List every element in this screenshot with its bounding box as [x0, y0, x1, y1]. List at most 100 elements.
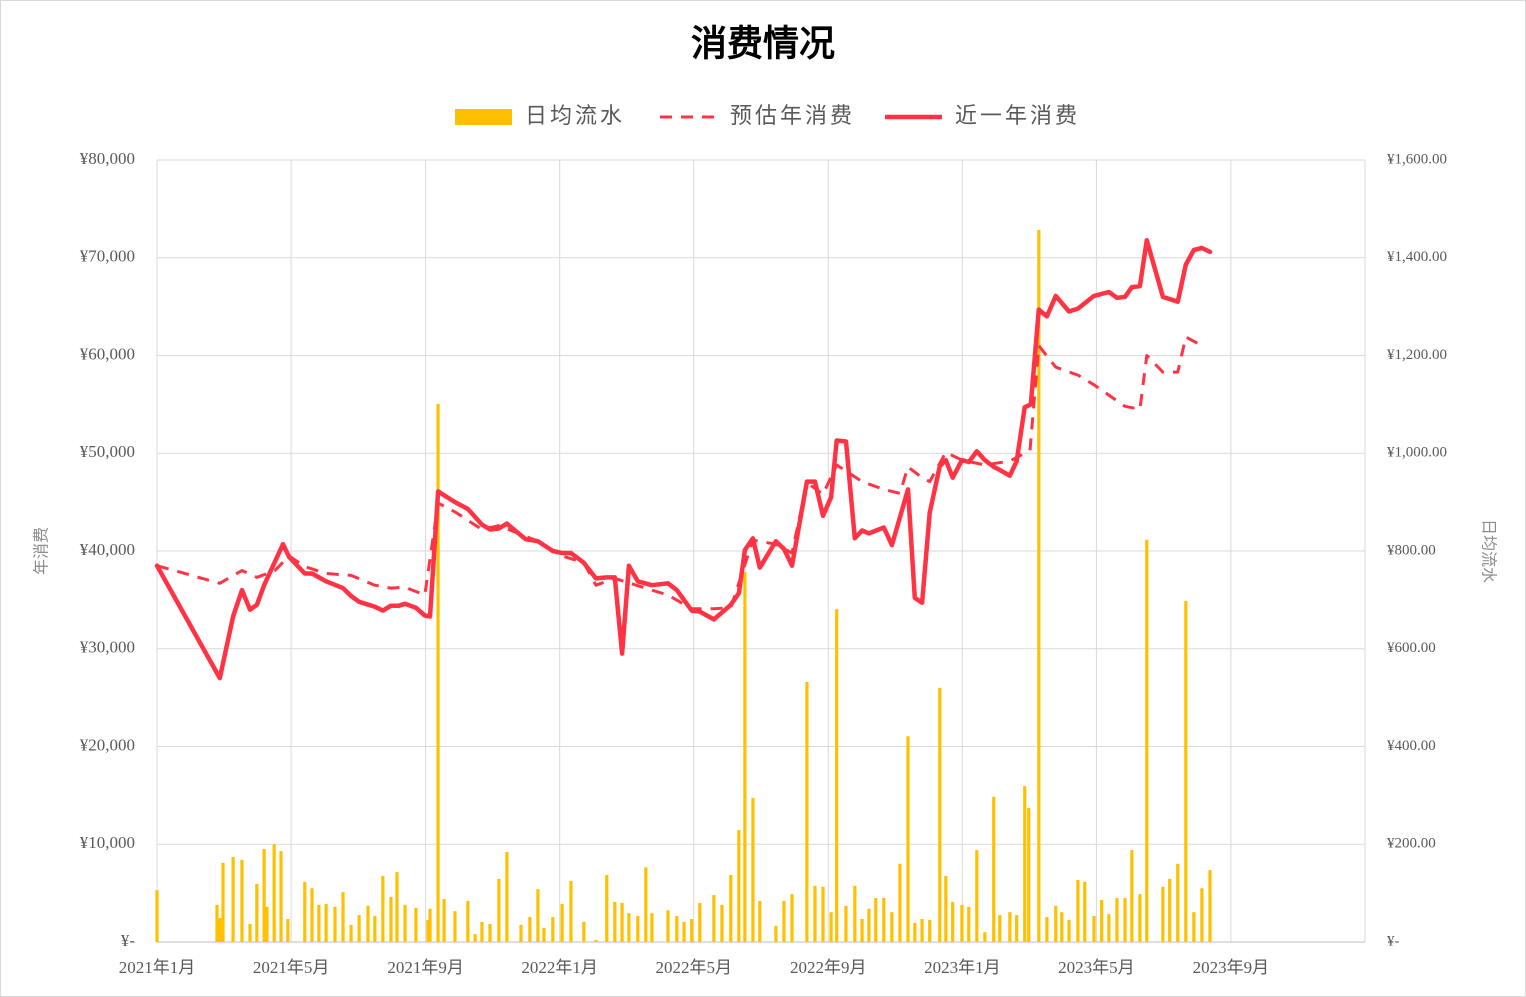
bar: [960, 904, 964, 942]
bar: [890, 912, 894, 942]
bar: [1054, 905, 1058, 942]
bar: [729, 875, 733, 942]
bar: [737, 830, 741, 942]
bar: [967, 906, 971, 942]
bar: [774, 925, 778, 942]
bar: [998, 915, 1002, 942]
bar: [1067, 920, 1071, 942]
bar: [821, 886, 825, 942]
bar: [613, 901, 617, 942]
x-tick-label: 2022年1月: [521, 958, 598, 977]
y2-tick-label: ¥1,400.00: [1387, 249, 1447, 265]
bar: [1130, 850, 1134, 942]
bar: [569, 880, 573, 942]
bar: [720, 904, 724, 942]
x-tick-label: 2022年5月: [656, 958, 733, 977]
bar: [155, 890, 159, 942]
bar: [1176, 863, 1180, 942]
y2-tick-label: ¥1,200.00: [1387, 347, 1447, 363]
bar: [1138, 894, 1142, 942]
bar: [357, 915, 361, 942]
bar: [395, 872, 399, 942]
y-tick-label: ¥50,000: [80, 442, 135, 461]
y2-tick-label: ¥800.00: [1387, 542, 1436, 558]
bar: [853, 885, 857, 942]
y-tick-label: ¥-: [121, 931, 136, 950]
y-tick-label: ¥60,000: [80, 344, 135, 363]
bar: [240, 859, 244, 942]
legend-swatch: [455, 109, 512, 125]
bar: [860, 919, 864, 942]
x-tick-label: 2023年1月: [924, 958, 1001, 977]
bar: [551, 917, 555, 942]
bar: [1123, 898, 1127, 942]
bar: [428, 908, 432, 942]
bar: [666, 910, 670, 942]
x-tick-label: 2023年5月: [1058, 958, 1135, 977]
bar: [1192, 912, 1196, 942]
bar: [636, 916, 640, 942]
bar: [805, 681, 809, 942]
bar: [975, 850, 979, 942]
bar: [519, 924, 523, 942]
bar: [644, 867, 648, 942]
bar: [505, 852, 509, 942]
bar: [1060, 912, 1064, 942]
y2-tick-label: ¥400.00: [1387, 738, 1436, 754]
y-tick-label: ¥20,000: [80, 735, 135, 754]
bar: [453, 911, 457, 942]
bar: [1168, 878, 1172, 942]
y-tick-label: ¥70,000: [80, 247, 135, 266]
bar: [1083, 881, 1087, 942]
bar: [1184, 600, 1188, 942]
bar: [951, 901, 955, 942]
bar: [758, 900, 762, 942]
bar: [874, 898, 878, 942]
legend-label: 预估年消费: [730, 104, 855, 129]
bar: [1037, 229, 1041, 943]
bar: [844, 905, 848, 942]
bar: [675, 916, 679, 942]
bar: [381, 876, 385, 942]
bar: [906, 736, 910, 942]
x-tick-label: 2021年5月: [253, 958, 330, 977]
bar: [442, 898, 446, 942]
bar: [782, 900, 786, 942]
bar: [712, 895, 716, 942]
bar: [813, 885, 817, 942]
bar: [218, 918, 222, 942]
bar: [1092, 916, 1096, 942]
bar: [265, 906, 269, 942]
legend-label: 日均流水: [525, 104, 625, 129]
y2-tick-label: ¥600.00: [1387, 640, 1436, 656]
bar: [1115, 898, 1119, 942]
bar: [1023, 786, 1027, 942]
bar: [310, 888, 314, 942]
y-axis-title: 年消费: [32, 527, 51, 575]
bar: [898, 863, 902, 942]
bar: [1100, 899, 1104, 942]
bar: [1045, 917, 1049, 942]
bar: [944, 876, 948, 942]
bar: [279, 851, 283, 942]
x-tick-label: 2021年1月: [119, 958, 196, 977]
bar: [620, 902, 624, 942]
bar: [497, 878, 501, 942]
bar: [790, 894, 794, 942]
bar: [682, 921, 686, 942]
bar: [829, 912, 833, 942]
bar: [473, 934, 477, 942]
bar: [466, 900, 470, 942]
bar: [605, 875, 609, 942]
bar: [324, 903, 328, 942]
bar: [1015, 915, 1019, 942]
y2-tick-label: ¥-: [1387, 933, 1400, 949]
bar: [1161, 886, 1165, 942]
bar: [255, 883, 259, 942]
bar: [248, 923, 252, 942]
bar: [698, 902, 702, 942]
y2-tick-label: ¥200.00: [1387, 836, 1436, 852]
y-tick-label: ¥40,000: [80, 540, 135, 559]
